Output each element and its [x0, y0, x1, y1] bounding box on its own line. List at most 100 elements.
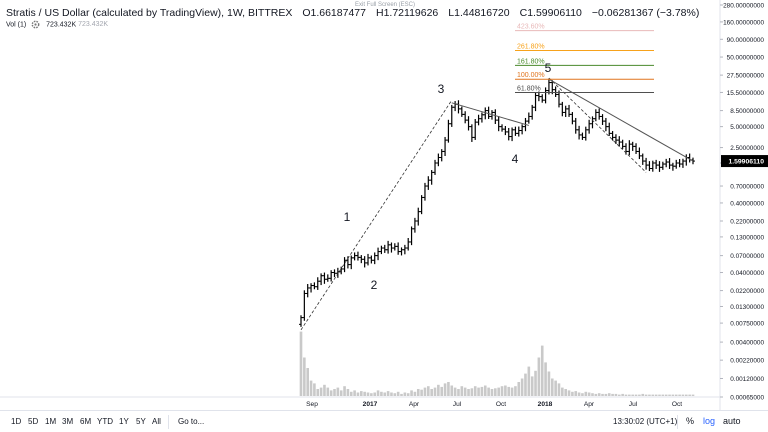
- time-axis-label: Oct: [496, 401, 506, 408]
- volume-bar: [571, 391, 574, 396]
- timezone-clock[interactable]: 13:30:02 (UTC+1): [613, 417, 678, 426]
- volume-bar: [463, 387, 467, 396]
- price-axis-label: 0.04000000: [730, 270, 764, 277]
- price-axis-label: 0.02200000: [730, 288, 764, 295]
- volume-bar: [661, 394, 665, 396]
- volume-bar: [470, 388, 474, 396]
- fib-level-label: 161.80%: [517, 58, 545, 65]
- price-axis-label: 0.00750000: [730, 321, 764, 328]
- volume-value: 723.432K: [46, 21, 77, 29]
- volume-bar: [467, 389, 470, 396]
- volume-bar: [520, 378, 524, 396]
- volume-bar: [473, 386, 477, 396]
- volume-bar: [483, 385, 487, 396]
- volume-bar: [316, 389, 320, 396]
- volume-bar: [614, 393, 618, 396]
- volume-bar: [674, 394, 678, 396]
- volume-bar: [644, 394, 648, 396]
- volume-bar: [517, 382, 521, 396]
- volume-bar: [363, 391, 366, 396]
- volume-bar: [684, 394, 688, 396]
- volume-bar: [349, 391, 353, 396]
- volume-bar: [356, 392, 360, 396]
- timeframe-5y-button[interactable]: 5Y: [136, 417, 146, 426]
- volume-bar: [299, 331, 303, 396]
- price-axis-label: 0.40000000: [730, 200, 764, 207]
- volume-bar: [561, 387, 564, 396]
- volume-bar: [497, 387, 500, 396]
- volume-bar: [631, 394, 634, 396]
- volume-bar: [440, 386, 444, 396]
- volume-bar: [668, 394, 671, 396]
- volume-bar: [537, 357, 541, 396]
- time-axis-label: 2017: [363, 401, 378, 408]
- volume-bar: [303, 357, 306, 396]
- timeframe-1y-button[interactable]: 1Y: [119, 417, 129, 426]
- auto-scale-button[interactable]: auto: [723, 416, 741, 426]
- settings-gear-icon[interactable]: [31, 20, 41, 29]
- low-label: L: [448, 7, 455, 19]
- volume-bar: [423, 387, 427, 396]
- volume-bar: [648, 394, 651, 396]
- price-axis-label: 160.00000000: [723, 19, 764, 26]
- volume-bar: [591, 393, 594, 396]
- volume-bar: [329, 390, 333, 396]
- volume-label[interactable]: Vol (1): [6, 21, 27, 29]
- price-axis-label: 50.00000000: [727, 55, 765, 62]
- timeframe-1m-button[interactable]: 1M: [45, 417, 57, 426]
- volume-bar: [527, 366, 531, 396]
- volume-bar: [413, 391, 417, 396]
- volume-bar: [611, 393, 614, 396]
- volume-bar: [641, 393, 645, 396]
- volume-bar: [617, 394, 621, 396]
- percent-scale-button[interactable]: %: [686, 416, 695, 426]
- volume-bar: [534, 370, 537, 396]
- volume-bar: [319, 387, 323, 396]
- volume-bar: [624, 394, 628, 396]
- volume-bar: [373, 392, 377, 396]
- volume-bar: [500, 386, 504, 396]
- timeframe-5d-button[interactable]: 5D: [28, 417, 39, 426]
- volume-bar: [487, 387, 490, 396]
- time-axis-label: 2018: [538, 401, 553, 408]
- volume-bar: [383, 392, 387, 396]
- exit-fullscreen-button[interactable]: Exit Full Screen (ESC): [354, 2, 415, 8]
- volume-bar: [336, 387, 340, 396]
- volume-bar: [557, 383, 561, 396]
- volume-bar: [380, 391, 383, 396]
- current-price-label: 1.59906110: [728, 159, 764, 166]
- wave-label: 1: [344, 210, 351, 224]
- volume-bar: [628, 394, 631, 396]
- volume-bar: [574, 391, 578, 396]
- volume-bar: [430, 389, 433, 396]
- wave-dashed-line: [300, 99, 453, 331]
- volume-bar: [494, 388, 497, 396]
- timeframe-1d-button[interactable]: 1D: [11, 417, 22, 426]
- time-axis-label: Oct: [672, 401, 682, 408]
- volume-bar: [376, 390, 380, 396]
- volume-bar: [309, 380, 313, 396]
- timeframe-3m-button[interactable]: 3M: [62, 417, 74, 426]
- volume-bar: [607, 393, 611, 396]
- change-value: −0.06281367 (−3.78%): [591, 7, 700, 19]
- volume-bar: [601, 393, 604, 396]
- volume-bar: [691, 394, 695, 396]
- trendline: [548, 78, 694, 162]
- volume-bar: [393, 393, 397, 396]
- volume-bar: [678, 394, 681, 396]
- volume-bar: [366, 392, 370, 396]
- volume-bar: [651, 394, 655, 396]
- symbol-title[interactable]: Stratis / US Dollar (calculated by Tradi…: [6, 7, 293, 19]
- time-axis-label: Jul: [629, 401, 638, 408]
- goto-date-button[interactable]: Go to...: [178, 417, 205, 426]
- volume-bar: [664, 394, 668, 396]
- log-scale-button[interactable]: log: [703, 416, 716, 426]
- close-label: C: [519, 7, 528, 19]
- wave-label: 4: [512, 152, 519, 166]
- timeframe-all-button[interactable]: All: [152, 417, 161, 426]
- price-axis-label: 90.00000000: [727, 37, 765, 44]
- timeframe-6m-button[interactable]: 6M: [80, 417, 92, 426]
- volume-bar: [427, 386, 430, 396]
- timeframe-ytd-button[interactable]: YTD: [97, 417, 113, 426]
